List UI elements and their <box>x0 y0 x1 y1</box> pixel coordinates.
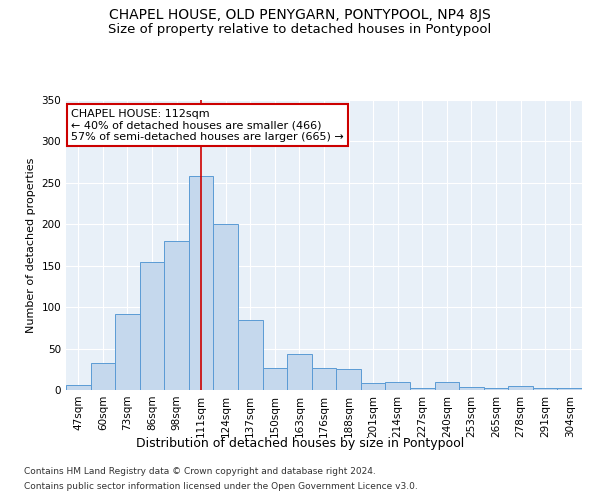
Bar <box>508 386 533 390</box>
Bar <box>287 354 312 390</box>
Text: CHAPEL HOUSE: 112sqm
← 40% of detached houses are smaller (466)
57% of semi-deta: CHAPEL HOUSE: 112sqm ← 40% of detached h… <box>71 108 344 142</box>
Bar <box>91 364 115 390</box>
Bar <box>263 368 287 390</box>
Bar <box>66 385 91 390</box>
Bar <box>312 368 336 390</box>
Bar <box>459 386 484 390</box>
Text: Contains HM Land Registry data © Crown copyright and database right 2024.: Contains HM Land Registry data © Crown c… <box>24 467 376 476</box>
Text: Size of property relative to detached houses in Pontypool: Size of property relative to detached ho… <box>109 22 491 36</box>
Bar <box>189 176 214 390</box>
Bar <box>385 382 410 390</box>
Bar <box>115 314 140 390</box>
Bar <box>238 320 263 390</box>
Y-axis label: Number of detached properties: Number of detached properties <box>26 158 36 332</box>
Bar <box>557 388 582 390</box>
Bar <box>434 382 459 390</box>
Text: Distribution of detached houses by size in Pontypool: Distribution of detached houses by size … <box>136 438 464 450</box>
Bar <box>533 388 557 390</box>
Bar <box>214 224 238 390</box>
Text: Contains public sector information licensed under the Open Government Licence v3: Contains public sector information licen… <box>24 482 418 491</box>
Text: CHAPEL HOUSE, OLD PENYGARN, PONTYPOOL, NP4 8JS: CHAPEL HOUSE, OLD PENYGARN, PONTYPOOL, N… <box>109 8 491 22</box>
Bar <box>361 384 385 390</box>
Bar <box>140 262 164 390</box>
Bar <box>484 388 508 390</box>
Bar <box>410 388 434 390</box>
Bar <box>336 370 361 390</box>
Bar <box>164 241 189 390</box>
